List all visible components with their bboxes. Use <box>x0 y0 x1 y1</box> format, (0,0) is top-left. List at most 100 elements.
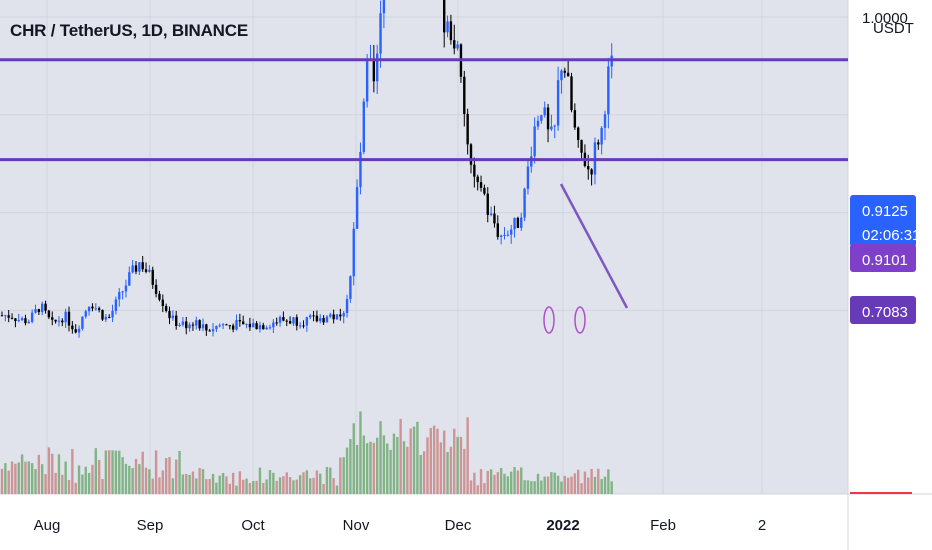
volume-bar <box>577 469 580 494</box>
volume-bar <box>34 469 37 494</box>
x-tick-label: Sep <box>137 517 164 534</box>
candle-body <box>128 272 131 286</box>
candle-body <box>305 317 309 326</box>
candle-body <box>114 299 118 311</box>
candle-body <box>30 312 34 322</box>
candle-body <box>503 234 506 236</box>
candle-body <box>67 311 71 326</box>
candle-body <box>513 217 516 230</box>
volume-bar <box>566 477 570 494</box>
candle-body <box>242 321 245 325</box>
price-label-box <box>850 296 916 324</box>
volume-bar <box>593 476 597 494</box>
candle-body <box>245 323 248 325</box>
volume-bar <box>335 485 339 494</box>
volume-bar <box>272 472 275 494</box>
volume-bar <box>198 467 201 494</box>
volume-bar <box>121 457 124 494</box>
volume-bar <box>496 472 499 494</box>
volume-bar <box>151 478 154 494</box>
candle-body <box>550 126 553 130</box>
candle-body <box>231 325 235 330</box>
volume-bar <box>312 477 315 494</box>
volume-bar <box>473 472 476 494</box>
volume-bar <box>185 474 188 494</box>
candle-body <box>466 113 469 145</box>
volume-bar <box>265 479 268 494</box>
volume-bar <box>412 426 416 494</box>
candle-body <box>7 315 10 318</box>
candle-body <box>14 318 17 322</box>
volume-bar <box>298 475 302 494</box>
candle-body <box>288 321 292 324</box>
volume-bar <box>419 454 422 494</box>
candle-body <box>546 107 550 130</box>
volume-bar <box>466 417 469 494</box>
candle-body <box>376 53 379 82</box>
candle-body <box>272 322 275 328</box>
candle-body <box>81 316 84 329</box>
volume-bar <box>365 443 369 494</box>
volume-bar <box>302 472 305 494</box>
volume-bar <box>553 472 556 494</box>
candle-body <box>372 59 376 82</box>
volume-bar <box>489 469 493 494</box>
price-label-countdown: 02:06:31 <box>862 227 920 244</box>
volume-bar <box>131 468 134 494</box>
volume-bar <box>493 474 496 494</box>
candle-body <box>607 66 610 115</box>
volume-bar <box>258 467 262 494</box>
candle-body <box>563 70 566 73</box>
volume-bar <box>252 481 255 494</box>
volume-bar <box>37 454 41 494</box>
candle-body <box>292 317 295 324</box>
volume-bar <box>506 476 510 494</box>
volume-bar <box>483 483 486 494</box>
candle-body <box>17 320 20 322</box>
volume-bar <box>600 479 603 494</box>
candle-body <box>603 114 607 128</box>
volume-bar <box>51 453 54 494</box>
volume-bar <box>362 435 365 494</box>
candle-body <box>298 325 302 327</box>
candle-body <box>235 320 238 330</box>
volume-bar <box>342 457 345 494</box>
candle-body <box>181 321 185 325</box>
grid-group <box>0 0 848 494</box>
volume-bar <box>319 473 322 494</box>
candle-body <box>118 292 121 300</box>
candle-body <box>94 308 97 310</box>
candle-body <box>87 306 91 312</box>
candle-body <box>154 284 158 294</box>
volume-bar <box>205 479 208 494</box>
candle-body <box>479 182 483 188</box>
candle-body <box>171 315 175 319</box>
candle-body <box>121 291 124 293</box>
volume-bar <box>114 450 118 494</box>
volume-bar <box>47 447 51 494</box>
volume-bar <box>476 485 479 494</box>
candle-body <box>573 110 577 128</box>
candle-body <box>536 120 540 127</box>
volume-bar <box>556 475 560 494</box>
candle-body <box>560 70 563 81</box>
volume-bar <box>499 467 503 494</box>
volume-bar <box>510 471 513 494</box>
candle-body <box>329 314 332 317</box>
volume-bar <box>278 477 282 494</box>
volume-bar <box>84 466 87 494</box>
candle-body <box>108 316 111 318</box>
volume-bar <box>188 474 191 494</box>
candle-body <box>496 223 499 237</box>
candle-body <box>141 262 144 270</box>
candle-body <box>148 269 151 272</box>
candle-body <box>309 315 312 318</box>
volume-bar <box>597 468 600 494</box>
candle-body <box>342 313 345 317</box>
candle-body <box>349 276 352 299</box>
volume-bar <box>513 466 516 494</box>
volume-bar <box>54 472 57 494</box>
volume-bar <box>459 436 463 494</box>
candle-body <box>37 309 41 313</box>
